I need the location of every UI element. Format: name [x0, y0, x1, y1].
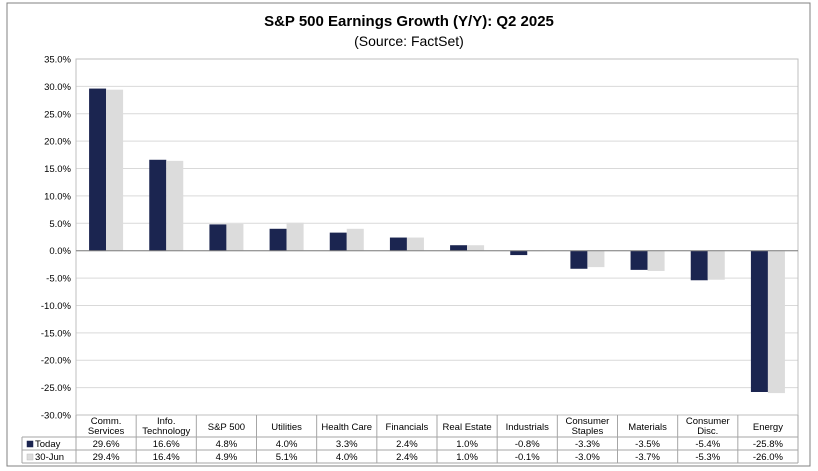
y-tick-label: -30.0% [41, 411, 72, 422]
y-tick-label: -5.0% [46, 274, 71, 285]
table-value: -3.7% [635, 452, 660, 463]
bar-30-jun [767, 250, 785, 394]
table-value: -0.8% [515, 439, 540, 450]
y-tick-label: 30.0% [44, 82, 71, 93]
y-tick-label: 35.0% [44, 55, 71, 66]
category-label: Disc. [697, 426, 718, 437]
category-label: Materials [628, 422, 667, 433]
data-table: Comm.Services Info.Technology S&P 500 Utili… [21, 415, 799, 464]
category-label: Services [88, 426, 125, 437]
table-value: -3.3% [575, 439, 600, 450]
bar-30-jun [106, 89, 124, 251]
chart-border [6, 2, 811, 467]
table-value: -3.5% [635, 439, 660, 450]
bar-30-jun [226, 223, 244, 251]
bar-30-jun [406, 237, 424, 251]
table-value: 1.0% [456, 439, 478, 450]
legend-key-30-jun [26, 453, 34, 461]
category-label: Energy [753, 422, 783, 433]
table-value: 16.6% [153, 439, 180, 450]
y-tick-label: 10.0% [44, 191, 71, 202]
bar-today [630, 250, 648, 270]
table-value: 4.0% [336, 452, 358, 463]
legend-key-today [26, 440, 34, 448]
bar-30-jun [286, 222, 304, 251]
table-value: 1.0% [456, 452, 478, 463]
bar-today [89, 88, 107, 251]
y-tick-label: 20.0% [44, 137, 71, 148]
chart-title: S&P 500 Earnings Growth (Y/Y): Q2 2025 [264, 13, 554, 30]
table-value: 2.4% [396, 452, 418, 463]
bar-today [329, 232, 347, 251]
bar-30-jun [707, 250, 725, 280]
category-label: Industrials [506, 422, 550, 433]
table-value: 5.1% [276, 452, 298, 463]
bar-30-jun [166, 160, 184, 251]
y-tick-label: -25.0% [41, 383, 72, 394]
bars [89, 88, 785, 394]
bar-30-jun [647, 250, 665, 271]
table-value: 4.0% [276, 439, 298, 450]
category-label: Technology [142, 426, 190, 437]
bar-today [750, 250, 768, 392]
bar-today [269, 228, 287, 251]
y-tick-label: 0.0% [49, 246, 71, 257]
chart-subtitle: (Source: FactSet) [354, 33, 464, 49]
table-value: -25.8% [753, 439, 784, 450]
category-label: Financials [386, 422, 429, 433]
category-label: Real Estate [443, 422, 492, 433]
table-value: 16.4% [153, 452, 180, 463]
bar-30-jun [587, 250, 605, 268]
category-label: Health Care [321, 422, 372, 433]
table-value: 4.9% [216, 452, 238, 463]
table-value: -26.0% [753, 452, 784, 463]
table-value: 29.4% [93, 452, 120, 463]
category-label: Consumer [566, 416, 610, 427]
category-label: Consumer [686, 416, 730, 427]
legend-label: Today [35, 439, 61, 450]
category-label: S&P 500 [208, 422, 245, 433]
bar-today [510, 250, 528, 256]
bar-today [209, 224, 227, 251]
bar-today [450, 245, 468, 251]
table-value: 29.6% [93, 439, 120, 450]
y-axis-ticks: 35.0% 30.0% 25.0% 20.0% 15.0% 10.0% 5.0% 0.0% -5… [41, 55, 72, 422]
bar-today [690, 250, 708, 281]
y-tick-label: -10.0% [41, 301, 72, 312]
category-label: Info. [157, 416, 176, 427]
bar-today [570, 250, 588, 269]
y-tick-label: 15.0% [44, 164, 71, 175]
legend-label: 30-Jun [35, 452, 64, 463]
y-tick-label: -15.0% [41, 328, 72, 339]
bar-today [149, 159, 167, 251]
category-label: Comm. [91, 416, 122, 427]
table-value: 4.8% [216, 439, 238, 450]
table-value: -3.0% [575, 452, 600, 463]
bar-today [389, 237, 407, 251]
table-value: -0.1% [515, 452, 540, 463]
table-value: 2.4% [396, 439, 418, 450]
table-value: 3.3% [336, 439, 358, 450]
category-label: Utilities [271, 422, 302, 433]
bar-30-jun [467, 245, 485, 251]
table-value: -5.4% [695, 439, 720, 450]
y-tick-label: -20.0% [41, 356, 72, 367]
y-tick-label: 5.0% [49, 219, 71, 230]
y-tick-label: 25.0% [44, 109, 71, 120]
category-label: Staples [572, 426, 604, 437]
table-value: -5.3% [695, 452, 720, 463]
bar-30-jun [346, 228, 364, 251]
